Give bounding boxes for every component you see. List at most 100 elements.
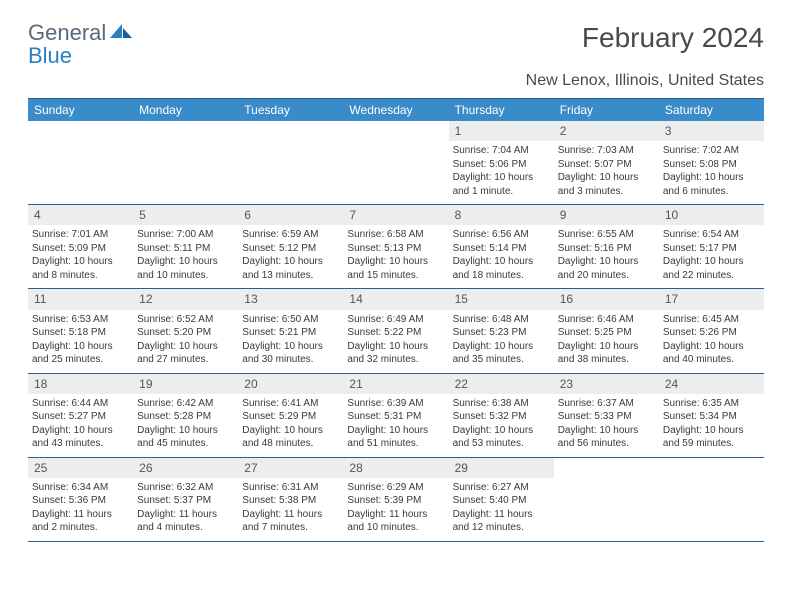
day-details: Sunrise: 6:59 AM Sunset: 5:12 PM Dayligh… [242,228,339,282]
day-cell: 2Sunrise: 7:03 AM Sunset: 5:07 PM Daylig… [554,121,659,204]
day-details: Sunrise: 6:32 AM Sunset: 5:37 PM Dayligh… [137,481,234,535]
day-number: 25 [28,458,133,478]
header: General Blue February 2024 [28,22,764,68]
day-details: Sunrise: 6:46 AM Sunset: 5:25 PM Dayligh… [558,313,655,367]
day-cell: 5 Sunrise: 7:00 AM Sunset: 5:11 PM Daylig… [133,205,238,288]
weeks-container: 1 Sunrise: 7:04 AM Sunset: 5:06 PM Daylig… [28,121,764,542]
day-details: Sunrise: 6:31 AM Sunset: 5:38 PM Dayligh… [242,481,339,535]
day-details: Sunrise: 6:42 AM Sunset: 5:28 PM Dayligh… [137,397,234,451]
weekday-header: Tuesday [238,99,343,121]
day-number: 11 [28,289,133,309]
day-number: 5 [133,205,238,225]
day-number: 24 [659,374,764,394]
brand-word-1: General [28,20,106,45]
day-details: Sunrise: 6:27 AM Sunset: 5:40 PM Dayligh… [453,481,550,535]
day-cell: 22 Sunrise: 6:38 AM Sunset: 5:32 PM Dayli… [449,374,554,457]
day-details: Sunrise: 6:35 AM Sunset: 5:34 PM Dayligh… [663,397,760,451]
day-details: Sunrise: 6:48 AM Sunset: 5:23 PM Dayligh… [453,313,550,367]
day-cell: 15 Sunrise: 6:48 AM Sunset: 5:23 PM Dayli… [449,289,554,372]
weekday-header: Wednesday [343,99,448,121]
day-cell: 9 Sunrise: 6:55 AM Sunset: 5:16 PM Daylig… [554,205,659,288]
day-cell [343,121,448,204]
day-number: 22 [449,374,554,394]
day-cell: 11 Sunrise: 6:53 AM Sunset: 5:18 PM Dayli… [28,289,133,372]
day-details: Sunrise: 6:41 AM Sunset: 5:29 PM Dayligh… [242,397,339,451]
day-details: Sunrise: 6:55 AM Sunset: 5:16 PM Dayligh… [558,228,655,282]
day-details: Sunrise: 6:56 AM Sunset: 5:14 PM Dayligh… [453,228,550,282]
day-number: 16 [554,289,659,309]
day-number: 1 [449,121,554,141]
day-details: Sunrise: 6:37 AM Sunset: 5:33 PM Dayligh… [558,397,655,451]
day-cell: 10 Sunrise: 6:54 AM Sunset: 5:17 PM Dayli… [659,205,764,288]
day-details: Sunrise: 7:01 AM Sunset: 5:09 PM Dayligh… [32,228,129,282]
page-title: February 2024 [582,22,764,54]
day-cell: 18Sunrise: 6:44 AM Sunset: 5:27 PM Dayli… [28,374,133,457]
day-number: 3 [659,121,764,141]
day-details: Sunrise: 7:04 AM Sunset: 5:06 PM Dayligh… [453,144,550,198]
day-number: 2 [554,121,659,141]
day-cell: 25 Sunrise: 6:34 AM Sunset: 5:36 PM Dayli… [28,458,133,541]
day-details: Sunrise: 6:34 AM Sunset: 5:36 PM Dayligh… [32,481,129,535]
day-details: Sunrise: 6:54 AM Sunset: 5:17 PM Dayligh… [663,228,760,282]
calendar: Sunday Monday Tuesday Wednesday Thursday… [28,98,764,542]
brand-word-2: Blue [28,43,72,68]
day-cell: 28 Sunrise: 6:29 AM Sunset: 5:39 PM Dayli… [343,458,448,541]
weekday-header: Sunday [28,99,133,121]
day-number: 10 [659,205,764,225]
day-details: Sunrise: 6:53 AM Sunset: 5:18 PM Dayligh… [32,313,129,367]
day-number: 4 [28,205,133,225]
day-number: 18 [28,374,133,394]
location-text: New Lenox, Illinois, United States [28,72,764,90]
week-row: 18Sunrise: 6:44 AM Sunset: 5:27 PM Dayli… [28,374,764,458]
day-details: Sunrise: 6:29 AM Sunset: 5:39 PM Dayligh… [347,481,444,535]
day-cell: 17Sunrise: 6:45 AM Sunset: 5:26 PM Dayli… [659,289,764,372]
week-row: 4 Sunrise: 7:01 AM Sunset: 5:09 PM Daylig… [28,205,764,289]
day-number: 28 [343,458,448,478]
day-details: Sunrise: 6:58 AM Sunset: 5:13 PM Dayligh… [347,228,444,282]
day-cell: 12Sunrise: 6:52 AM Sunset: 5:20 PM Dayli… [133,289,238,372]
day-details: Sunrise: 6:49 AM Sunset: 5:22 PM Dayligh… [347,313,444,367]
day-cell [554,458,659,541]
day-details: Sunrise: 6:38 AM Sunset: 5:32 PM Dayligh… [453,397,550,451]
day-details: Sunrise: 6:45 AM Sunset: 5:26 PM Dayligh… [663,313,760,367]
day-cell: 1 Sunrise: 7:04 AM Sunset: 5:06 PM Daylig… [449,121,554,204]
day-cell: 6 Sunrise: 6:59 AM Sunset: 5:12 PM Daylig… [238,205,343,288]
day-cell: 29Sunrise: 6:27 AM Sunset: 5:40 PM Dayli… [449,458,554,541]
day-cell [238,121,343,204]
day-number: 21 [343,374,448,394]
weekday-header: Thursday [449,99,554,121]
day-number: 15 [449,289,554,309]
day-cell: 26 Sunrise: 6:32 AM Sunset: 5:37 PM Dayli… [133,458,238,541]
day-number: 9 [554,205,659,225]
day-cell [133,121,238,204]
day-cell: 20 Sunrise: 6:41 AM Sunset: 5:29 PM Dayli… [238,374,343,457]
day-cell: 27 Sunrise: 6:31 AM Sunset: 5:38 PM Dayli… [238,458,343,541]
day-number: 26 [133,458,238,478]
day-number: 14 [343,289,448,309]
day-details: Sunrise: 6:39 AM Sunset: 5:31 PM Dayligh… [347,397,444,451]
day-details: Sunrise: 6:50 AM Sunset: 5:21 PM Dayligh… [242,313,339,367]
sail-icon [108,22,134,40]
day-details: Sunrise: 6:52 AM Sunset: 5:20 PM Dayligh… [137,313,234,367]
day-number: 13 [238,289,343,309]
weekday-header-row: Sunday Monday Tuesday Wednesday Thursday… [28,98,764,121]
day-details: Sunrise: 7:02 AM Sunset: 5:08 PM Dayligh… [663,144,760,198]
day-cell [659,458,764,541]
week-row: 11 Sunrise: 6:53 AM Sunset: 5:18 PM Dayli… [28,289,764,373]
logo-text-wrap: General Blue [28,22,134,68]
day-cell: 4 Sunrise: 7:01 AM Sunset: 5:09 PM Daylig… [28,205,133,288]
day-number: 27 [238,458,343,478]
day-cell: 23Sunrise: 6:37 AM Sunset: 5:33 PM Dayli… [554,374,659,457]
day-number: 20 [238,374,343,394]
brand-logo: General Blue [28,22,134,68]
day-cell [28,121,133,204]
weekday-header: Friday [554,99,659,121]
day-number: 6 [238,205,343,225]
day-details: Sunrise: 7:00 AM Sunset: 5:11 PM Dayligh… [137,228,234,282]
day-number: 8 [449,205,554,225]
day-cell: 21 Sunrise: 6:39 AM Sunset: 5:31 PM Dayli… [343,374,448,457]
weekday-header: Monday [133,99,238,121]
day-number: 19 [133,374,238,394]
day-cell: 14 Sunrise: 6:49 AM Sunset: 5:22 PM Dayli… [343,289,448,372]
day-number: 7 [343,205,448,225]
